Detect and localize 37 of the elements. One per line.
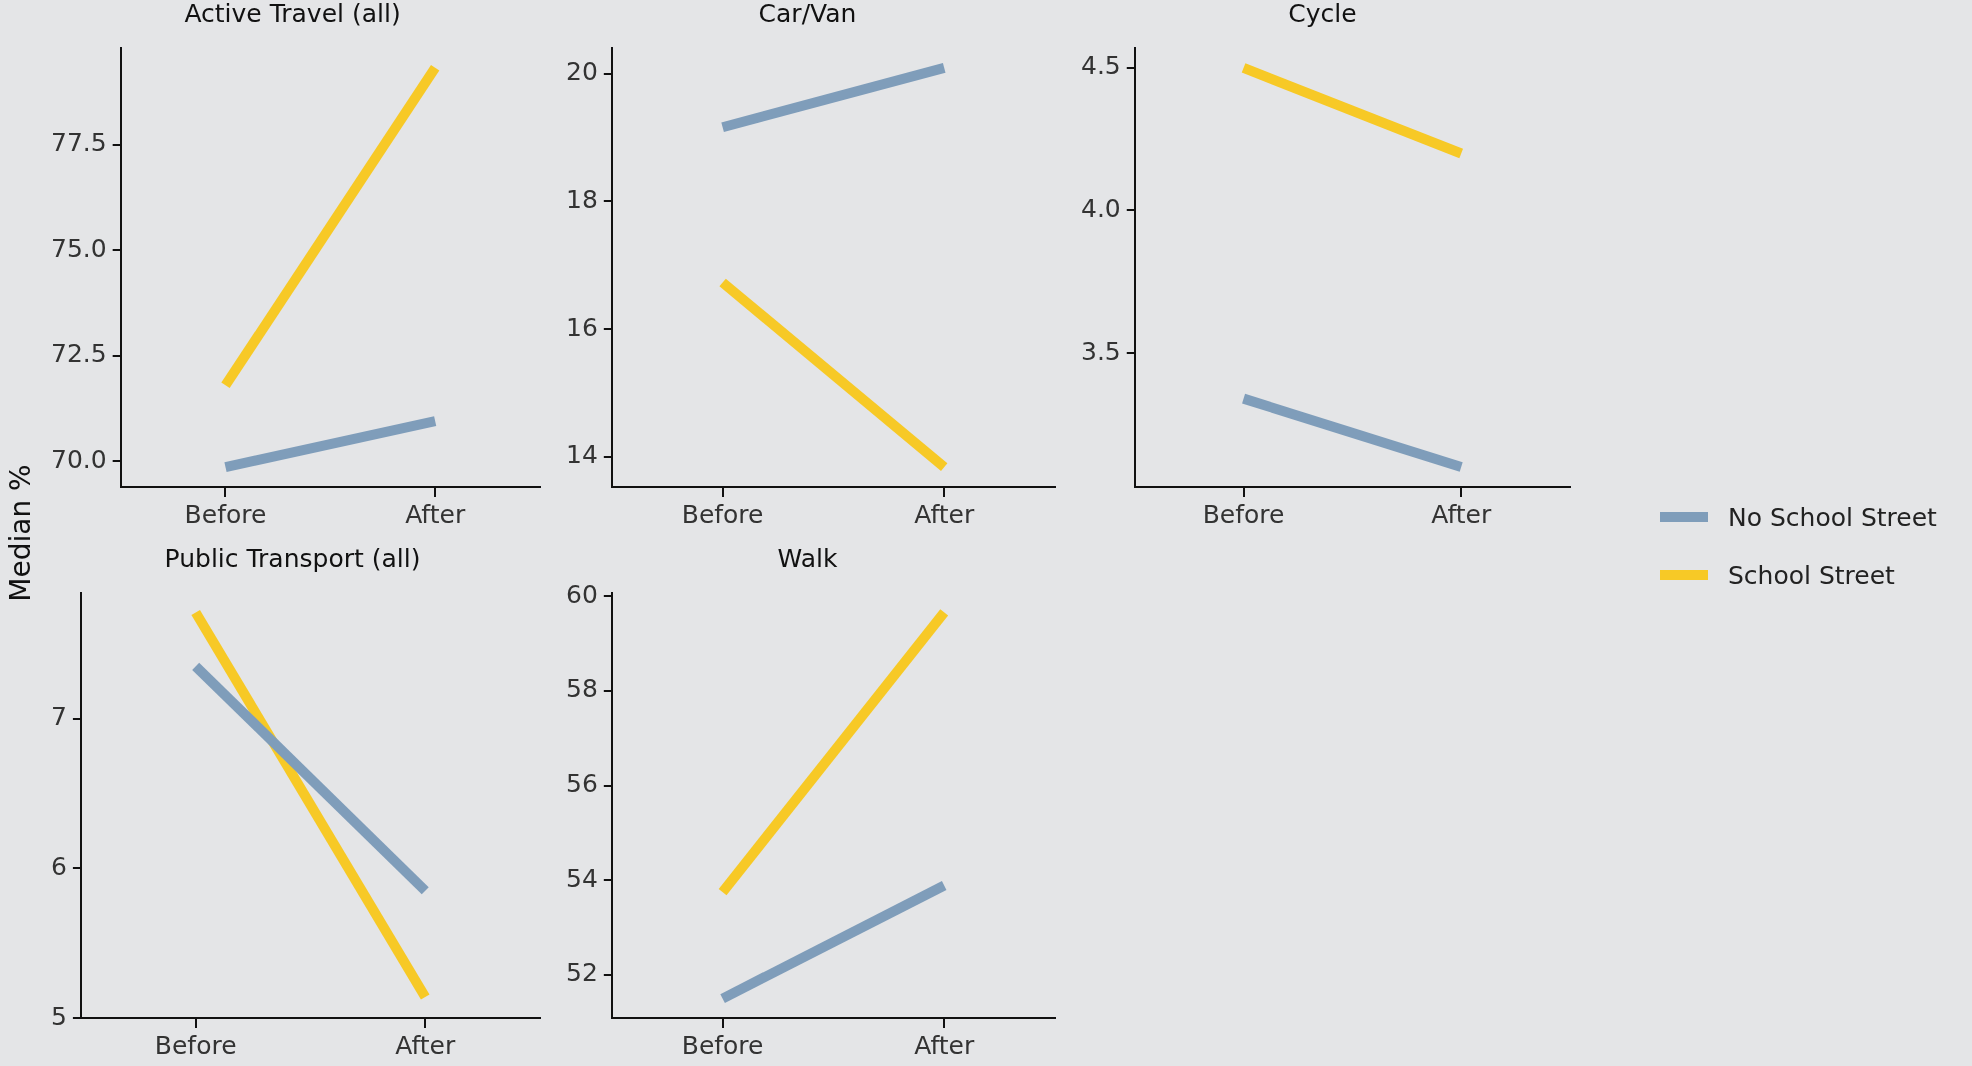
y-tick-label: 4.5 — [1080, 51, 1121, 81]
y-tick-label: 3.5 — [1080, 336, 1121, 366]
legend-label: No School Street — [1728, 502, 1937, 532]
y-tick-label: 7 — [51, 702, 67, 732]
y-tick-label: 20 — [566, 57, 598, 87]
x-tick-label: Before — [184, 499, 267, 529]
y-tick-label: 60 — [566, 579, 598, 609]
y-tick-label: 77.5 — [50, 128, 107, 158]
chart-title: Car/Van — [758, 0, 857, 28]
y-tick-label: 6 — [51, 851, 67, 881]
x-tick-label: After — [395, 1030, 456, 1060]
y-tick-label: 70.0 — [50, 444, 107, 474]
y-tick-label: 54 — [566, 863, 598, 893]
x-tick-label: Before — [681, 1030, 764, 1060]
y-tick-label: 72.5 — [50, 339, 107, 369]
x-tick-label: Before — [681, 499, 764, 529]
x-tick-label: After — [914, 1030, 975, 1060]
y-tick-label: 75.0 — [50, 233, 107, 263]
x-tick-label: After — [1431, 499, 1492, 529]
y-tick-label: 18 — [566, 184, 598, 214]
y-tick-label: 52 — [566, 958, 598, 988]
y-tick-label: 16 — [566, 312, 598, 342]
chart-title: Active Travel (all) — [184, 0, 401, 28]
y-tick-label: 4.0 — [1080, 193, 1121, 223]
y-tick-label: 56 — [566, 769, 598, 799]
y-axis-title: Median % — [3, 464, 37, 602]
y-tick-label: 5 — [51, 1001, 67, 1031]
chart-title: Public Transport (all) — [164, 543, 421, 573]
x-tick-label: Before — [154, 1030, 237, 1060]
y-tick-label: 58 — [566, 674, 598, 704]
x-tick-label: After — [914, 499, 975, 529]
chart-title: Walk — [777, 543, 838, 573]
x-tick-label: After — [405, 499, 466, 529]
chart-title: Cycle — [1288, 0, 1357, 28]
y-tick-label: 14 — [566, 440, 598, 470]
x-tick-label: Before — [1202, 499, 1285, 529]
legend-label: School Street — [1728, 560, 1895, 590]
